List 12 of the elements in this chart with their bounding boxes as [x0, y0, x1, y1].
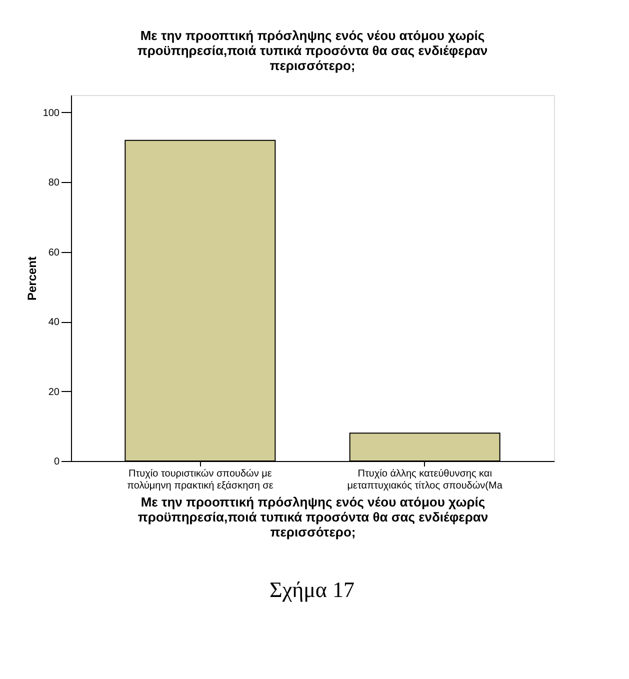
chart-title: Με την προοπτική πρόσληψης ενός νέου ατόμου χωρίς προϋπηρεσία,ποιά τυπικά προσόντα θα σας ενδιέφεραν περισσότερο; [137, 28, 488, 73]
y-tick-label: 60 [48, 247, 60, 258]
x-axis-title: Με την προοπτική πρόσληψης ενός νέου ατόμου χωρίς προϋπηρεσία,ποιά τυπικά προσόντα θα σας ενδιέφεραν περισσότερο; [138, 494, 488, 540]
x-tick-label: Πτυχίο τουριστικών σπουδών με πολύμηνη πρακτική εξάσκηση σε [127, 468, 274, 492]
y-tick-label: 20 [48, 386, 60, 398]
y-tick-label: 80 [48, 178, 60, 189]
y-tick-label: 0 [54, 456, 60, 468]
y-tick-label: 100 [42, 108, 60, 119]
text: Σχήμα 17 [270, 577, 354, 602]
x-tick-label: Πτυχίο άλλης κατεύθυνσης και μεταπτυχιακός τίτλος σπουδών(Ma [347, 468, 503, 492]
y-tick-label: 40 [48, 317, 60, 328]
y-axis-title: Percent [24, 256, 39, 301]
